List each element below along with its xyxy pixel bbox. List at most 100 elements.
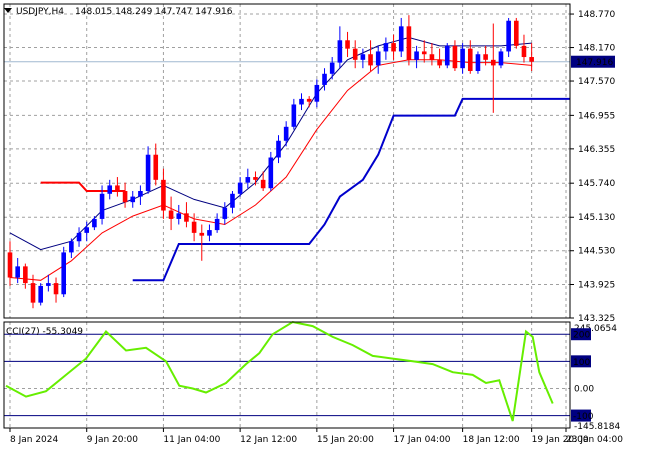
candle-body	[138, 191, 143, 197]
candle-body	[207, 230, 212, 236]
candle-body	[291, 104, 297, 127]
candle	[322, 68, 327, 91]
candle-body	[360, 54, 366, 60]
y-tick-label: 146.355	[578, 145, 615, 155]
candle	[452, 40, 458, 71]
candle	[437, 48, 442, 69]
candle-body	[23, 266, 28, 284]
candle	[153, 143, 159, 186]
candle	[107, 179, 113, 200]
candle	[207, 224, 212, 242]
cci-level-tag	[571, 409, 591, 422]
candle-body	[437, 59, 442, 66]
cci-tick-label: 200	[573, 331, 590, 341]
candle	[84, 221, 90, 242]
candle-body	[115, 185, 120, 192]
candle-body	[199, 232, 205, 236]
candle	[122, 182, 128, 208]
candle-body	[391, 43, 396, 52]
cci-level-tag	[571, 328, 591, 341]
x-tick-label: 9 Jan 20:00	[87, 435, 139, 445]
candle-body	[467, 48, 473, 71]
candle-body	[122, 191, 128, 203]
candle	[245, 168, 251, 189]
candle-body	[368, 54, 373, 66]
candle	[176, 204, 182, 225]
candle-body	[30, 283, 36, 303]
candle-body	[130, 196, 136, 203]
x-tick-label: 17 Jan 04:00	[394, 435, 451, 445]
candle-body	[176, 213, 182, 219]
collapse-triangle-icon[interactable]	[4, 8, 12, 13]
candle	[145, 146, 151, 194]
candle-body	[521, 45, 527, 58]
y-tick-label: 145.740	[578, 179, 615, 189]
candle-body	[46, 283, 51, 286]
candles	[7, 15, 534, 309]
x-axis: 8 Jan 2024 9 Jan 20:00 11 Jan 04:00 12 Jan …	[9, 428, 623, 445]
candle-body	[414, 51, 419, 60]
candle-body	[299, 98, 304, 105]
candle-body	[444, 45, 450, 66]
candle	[69, 238, 74, 258]
cci-panel-frame	[3, 321, 571, 429]
candle	[506, 17, 511, 58]
candle-body	[352, 48, 358, 60]
candle	[391, 34, 396, 60]
candle	[138, 185, 143, 205]
candle-body	[222, 207, 228, 219]
candle	[514, 17, 519, 49]
candle	[529, 43, 534, 71]
candle-body	[498, 51, 504, 66]
candle-body	[76, 232, 82, 242]
candle	[337, 26, 343, 69]
candle	[7, 241, 13, 286]
candle-body	[237, 182, 243, 194]
support-line	[132, 97, 570, 282]
candle-body	[345, 40, 350, 49]
candle	[99, 185, 105, 225]
candle	[475, 51, 481, 74]
candle-body	[168, 210, 174, 219]
candle-body	[84, 227, 90, 233]
candle	[299, 93, 304, 111]
candle	[230, 191, 235, 214]
price-tag-label: 147.916	[576, 58, 613, 68]
candle	[130, 191, 136, 208]
candle-body	[15, 266, 20, 278]
candle-body	[145, 154, 151, 192]
candle	[306, 96, 312, 108]
x-tick-label: 8 Jan 2024	[10, 435, 58, 445]
candle-body	[184, 213, 189, 222]
candle-body	[260, 179, 266, 189]
candle-body	[529, 57, 534, 62]
candle-body	[230, 193, 235, 208]
candle-body	[214, 218, 220, 231]
candle-body	[283, 126, 289, 141]
cci-tick-label: 100	[573, 358, 590, 368]
candle	[184, 202, 189, 228]
candle	[23, 263, 28, 289]
candle	[283, 121, 289, 147]
candle-body	[92, 218, 97, 228]
candle	[214, 213, 220, 233]
x-tick-label: 11 Jan 04:00	[163, 435, 220, 445]
candle	[383, 37, 389, 60]
candle	[260, 171, 266, 192]
candle-body	[268, 157, 274, 189]
candle-body	[452, 45, 458, 69]
y-tick-label: 145.130	[578, 213, 615, 223]
cci-label: CCI(27) -55.3049	[6, 327, 83, 337]
x-tick-label: 23 Jan 04:00	[566, 435, 623, 445]
candle	[199, 224, 205, 261]
candle-body	[421, 51, 427, 55]
candle-body	[406, 26, 412, 60]
candle-body	[490, 59, 496, 66]
cci-level-tag	[571, 355, 591, 368]
candle-body	[375, 51, 381, 66]
candle	[329, 57, 335, 80]
candle	[345, 31, 350, 58]
candle-body	[153, 154, 159, 180]
y-tick-label: 143.325	[578, 314, 615, 324]
